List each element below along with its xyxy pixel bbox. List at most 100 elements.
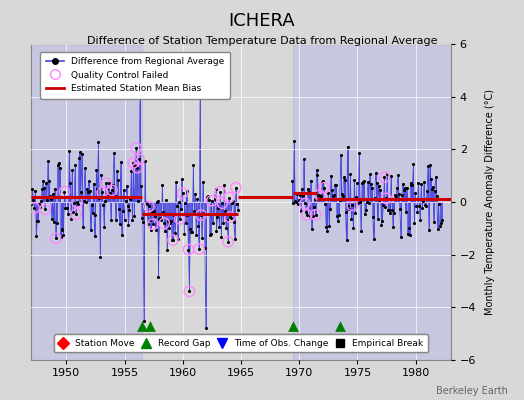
Point [377, 221, 386, 228]
Point [123, 202, 132, 209]
Point [149, 208, 158, 214]
Point [288, 178, 297, 184]
Point [98, 189, 106, 196]
Point [227, 215, 235, 222]
Point [176, 216, 184, 222]
Point [379, 202, 388, 208]
Point [388, 206, 396, 213]
Point [165, 224, 173, 231]
Point [144, 221, 152, 228]
Point [146, 217, 154, 223]
Point [43, 158, 52, 164]
Point [293, 191, 301, 198]
Point [169, 237, 177, 243]
Point [341, 177, 349, 183]
Point [311, 212, 320, 218]
Point [38, 186, 46, 192]
Point [83, 186, 91, 192]
Point [390, 210, 398, 216]
Point [414, 180, 422, 186]
Point [173, 203, 181, 210]
Point [342, 237, 351, 244]
Point [367, 185, 376, 191]
Point [348, 202, 356, 208]
Point [186, 226, 194, 232]
Point [182, 188, 191, 194]
Point [102, 180, 111, 186]
Point [187, 229, 195, 236]
Point [71, 162, 79, 168]
Point [78, 151, 86, 158]
Point [64, 211, 72, 218]
Point [116, 221, 124, 227]
Point [204, 196, 213, 203]
Point [174, 199, 183, 206]
Point [73, 199, 81, 206]
Point [51, 235, 60, 242]
Point [354, 200, 363, 206]
Point [46, 193, 54, 200]
Point [197, 212, 205, 218]
Point [315, 192, 324, 198]
Point [77, 189, 85, 195]
Point [339, 193, 347, 200]
Point [36, 204, 45, 210]
Point [134, 198, 143, 204]
Point [114, 177, 122, 184]
Point [160, 220, 169, 226]
Point [232, 184, 240, 191]
Text: Difference of Station Temperature Data from Regional Average: Difference of Station Temperature Data f… [87, 36, 437, 46]
Point [403, 231, 412, 237]
Point [208, 198, 216, 204]
Point [391, 192, 399, 198]
Point [199, 179, 207, 185]
Point [109, 182, 117, 189]
Point [374, 183, 383, 189]
Point [178, 176, 186, 182]
Point [161, 228, 169, 234]
Point [336, 322, 344, 329]
Point [50, 219, 58, 225]
Point [132, 145, 140, 151]
Point [155, 216, 163, 223]
Point [99, 202, 107, 208]
Point [324, 190, 332, 196]
Point [185, 288, 193, 295]
Point [359, 179, 367, 186]
Point [50, 186, 59, 192]
Point [335, 196, 344, 203]
Point [63, 204, 72, 211]
Point [49, 191, 57, 197]
Point [159, 209, 168, 215]
Point [218, 200, 226, 206]
Point [406, 232, 414, 238]
Point [93, 186, 102, 192]
Point [396, 206, 404, 212]
Point [314, 192, 323, 198]
Point [156, 215, 165, 221]
Point [432, 192, 441, 199]
Point [411, 190, 420, 196]
Point [400, 185, 409, 191]
Point [164, 218, 172, 224]
Point [366, 171, 374, 178]
Point [137, 183, 145, 189]
Point [166, 220, 174, 226]
Point [385, 206, 394, 213]
Point [331, 181, 339, 188]
Point [407, 182, 416, 188]
Point [66, 180, 74, 186]
Point [304, 188, 313, 195]
Point [291, 198, 299, 204]
Point [212, 228, 221, 234]
Point [42, 180, 50, 186]
Point [364, 179, 372, 185]
Point [335, 211, 343, 218]
Point [145, 203, 153, 210]
Point [297, 208, 305, 214]
Point [43, 197, 51, 204]
Point [121, 217, 129, 223]
Point [61, 204, 70, 211]
Point [289, 200, 298, 206]
Point [344, 203, 353, 209]
